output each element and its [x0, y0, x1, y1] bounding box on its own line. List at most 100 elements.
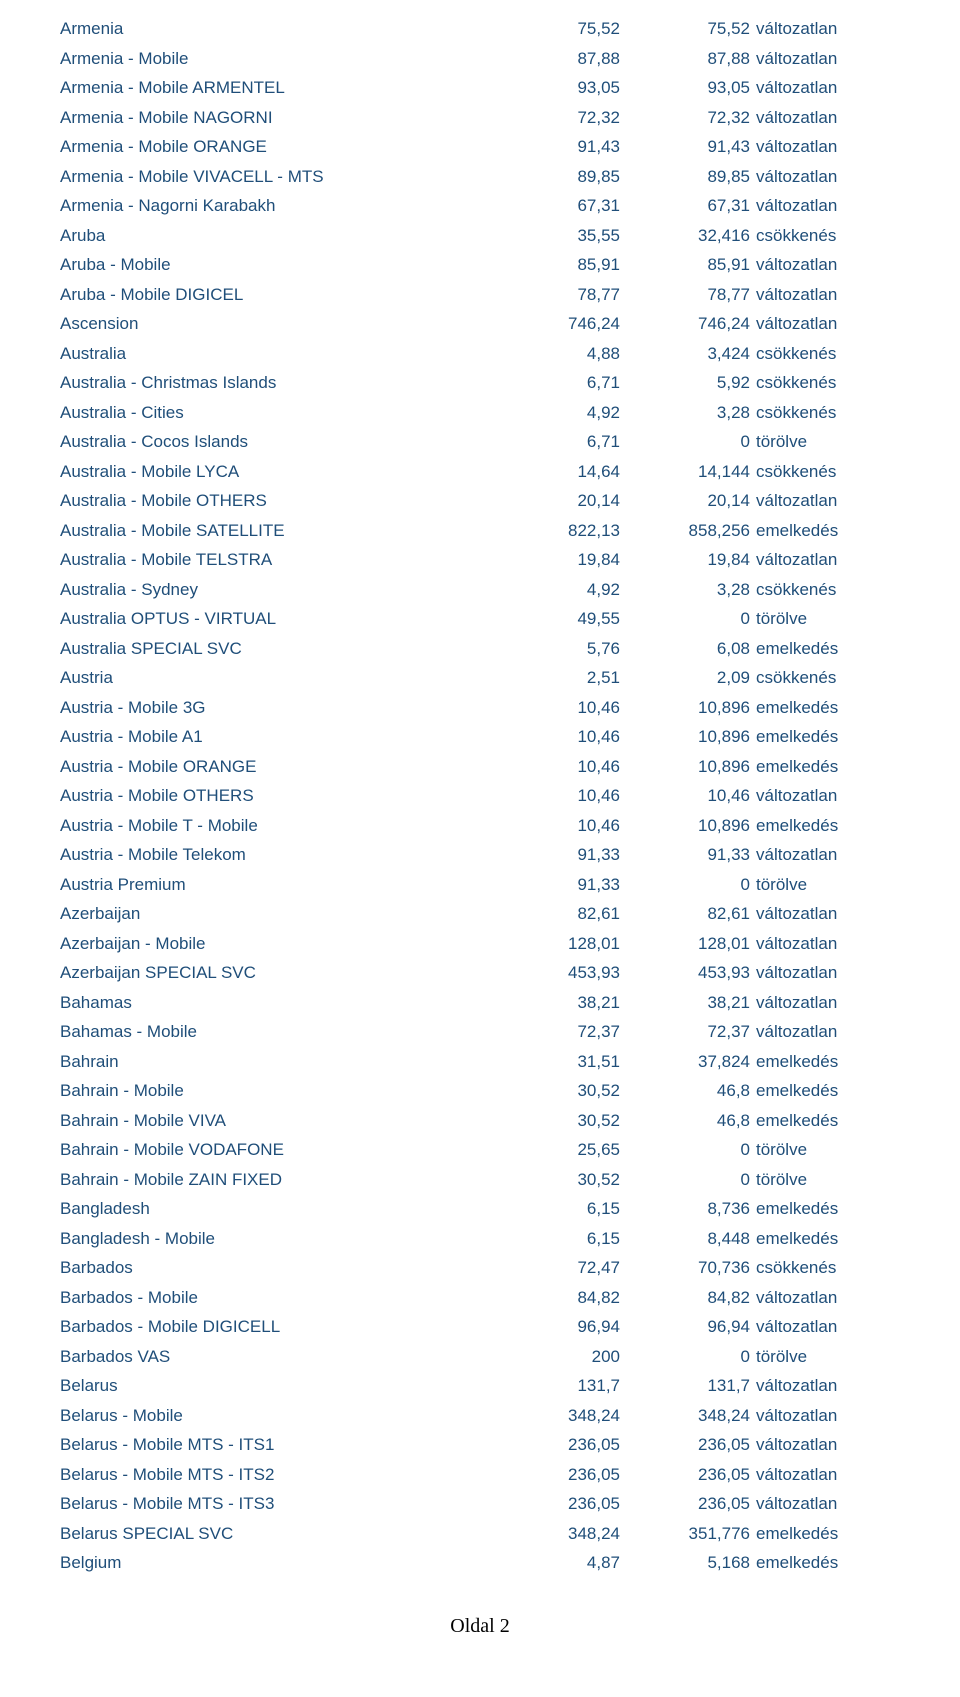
destination-name: Austria - Mobile 3G: [60, 699, 490, 716]
value-old: 19,84: [490, 551, 620, 568]
value-old: 236,05: [490, 1495, 620, 1512]
destination-name: Australia SPECIAL SVC: [60, 640, 490, 657]
change-status: változatlan: [750, 1436, 900, 1453]
value-new: 38,21: [620, 994, 750, 1011]
destination-name: Bahrain: [60, 1053, 490, 1070]
value-new: 453,93: [620, 964, 750, 981]
value-new: 2,09: [620, 669, 750, 686]
value-new: 84,82: [620, 1289, 750, 1306]
table-row: Australia - Sydney4,923,28csökkenés: [60, 575, 900, 605]
table-row: Bahrain - Mobile VODAFONE25,650törölve: [60, 1135, 900, 1165]
change-status: csökkenés: [750, 227, 900, 244]
change-status: változatlan: [750, 846, 900, 863]
value-old: 200: [490, 1348, 620, 1365]
destination-name: Armenia - Mobile ORANGE: [60, 138, 490, 155]
table-row: Austria - Mobile Telekom91,3391,33változ…: [60, 840, 900, 870]
value-new: 236,05: [620, 1466, 750, 1483]
change-status: emelkedés: [750, 728, 900, 745]
table-row: Armenia - Mobile NAGORNI72,3272,32változ…: [60, 103, 900, 133]
destination-name: Armenia - Mobile VIVACELL - MTS: [60, 168, 490, 185]
change-status: változatlan: [750, 50, 900, 67]
destination-name: Belgium: [60, 1554, 490, 1571]
destination-name: Aruba - Mobile: [60, 256, 490, 273]
value-new: 0: [620, 876, 750, 893]
destination-name: Barbados VAS: [60, 1348, 490, 1365]
value-old: 10,46: [490, 817, 620, 834]
change-status: emelkedés: [750, 758, 900, 775]
value-old: 6,15: [490, 1200, 620, 1217]
destination-name: Australia - Sydney: [60, 581, 490, 598]
value-new: 3,424: [620, 345, 750, 362]
value-old: 6,71: [490, 374, 620, 391]
value-new: 93,05: [620, 79, 750, 96]
value-new: 87,88: [620, 50, 750, 67]
value-old: 78,77: [490, 286, 620, 303]
page-number: Oldal 2: [450, 1615, 509, 1637]
value-new: 14,144: [620, 463, 750, 480]
value-old: 91,43: [490, 138, 620, 155]
destination-name: Bahamas: [60, 994, 490, 1011]
table-row: Austria - Mobile A110,4610,896emelkedés: [60, 722, 900, 752]
change-status: változatlan: [750, 1023, 900, 1040]
value-old: 91,33: [490, 876, 620, 893]
table-row: Austria - Mobile T - Mobile10,4610,896em…: [60, 811, 900, 841]
value-old: 49,55: [490, 610, 620, 627]
value-old: 87,88: [490, 50, 620, 67]
table-row: Armenia75,5275,52változatlan: [60, 14, 900, 44]
value-new: 91,33: [620, 846, 750, 863]
table-row: Bangladesh6,158,736emelkedés: [60, 1194, 900, 1224]
value-new: 3,28: [620, 404, 750, 421]
value-old: 4,87: [490, 1554, 620, 1571]
value-old: 72,32: [490, 109, 620, 126]
table-row: Bahrain31,5137,824emelkedés: [60, 1047, 900, 1077]
destination-name: Australia OPTUS - VIRTUAL: [60, 610, 490, 627]
value-old: 14,64: [490, 463, 620, 480]
value-new: 91,43: [620, 138, 750, 155]
change-status: emelkedés: [750, 1200, 900, 1217]
value-new: 72,32: [620, 109, 750, 126]
table-row: Australia - Mobile OTHERS20,1420,14válto…: [60, 486, 900, 516]
destination-name: Australia - Mobile OTHERS: [60, 492, 490, 509]
table-row: Belarus131,7131,7változatlan: [60, 1371, 900, 1401]
change-status: változatlan: [750, 109, 900, 126]
destination-name: Bangladesh: [60, 1200, 490, 1217]
value-new: 0: [620, 1141, 750, 1158]
table-row: Barbados72,4770,736csökkenés: [60, 1253, 900, 1283]
table-row: Barbados - Mobile DIGICELL96,9496,94vált…: [60, 1312, 900, 1342]
page-container: Armenia75,5275,52változatlanArmenia - Mo…: [0, 0, 960, 1666]
destination-name: Australia: [60, 345, 490, 362]
destination-name: Belarus - Mobile MTS - ITS2: [60, 1466, 490, 1483]
table-row: Belgium4,875,168emelkedés: [60, 1548, 900, 1578]
table-row: Australia4,883,424csökkenés: [60, 339, 900, 369]
change-status: változatlan: [750, 787, 900, 804]
destination-name: Armenia - Mobile ARMENTEL: [60, 79, 490, 96]
value-old: 75,52: [490, 20, 620, 37]
destination-name: Bahrain - Mobile VIVA: [60, 1112, 490, 1129]
value-new: 348,24: [620, 1407, 750, 1424]
value-old: 348,24: [490, 1525, 620, 1542]
table-row: Australia OPTUS - VIRTUAL49,550törölve: [60, 604, 900, 634]
value-new: 746,24: [620, 315, 750, 332]
change-status: emelkedés: [750, 817, 900, 834]
table-row: Armenia - Mobile87,8887,88változatlan: [60, 44, 900, 74]
change-status: változatlan: [750, 197, 900, 214]
value-new: 6,08: [620, 640, 750, 657]
table-row: Belarus SPECIAL SVC348,24351,776emelkedé…: [60, 1519, 900, 1549]
value-new: 89,85: [620, 168, 750, 185]
table-row: Belarus - Mobile MTS - ITS1236,05236,05v…: [60, 1430, 900, 1460]
destination-name: Belarus - Mobile: [60, 1407, 490, 1424]
destination-name: Austria - Mobile Telekom: [60, 846, 490, 863]
table-row: Azerbaijan82,6182,61változatlan: [60, 899, 900, 929]
destination-name: Austria Premium: [60, 876, 490, 893]
destination-name: Bahrain - Mobile VODAFONE: [60, 1141, 490, 1158]
value-new: 8,736: [620, 1200, 750, 1217]
value-old: 10,46: [490, 787, 620, 804]
value-old: 128,01: [490, 935, 620, 952]
value-old: 89,85: [490, 168, 620, 185]
destination-name: Armenia - Nagorni Karabakh: [60, 197, 490, 214]
destination-name: Bangladesh - Mobile: [60, 1230, 490, 1247]
change-status: törölve: [750, 433, 900, 450]
destination-name: Australia - Mobile LYCA: [60, 463, 490, 480]
destination-name: Belarus SPECIAL SVC: [60, 1525, 490, 1542]
destination-name: Austria - Mobile T - Mobile: [60, 817, 490, 834]
